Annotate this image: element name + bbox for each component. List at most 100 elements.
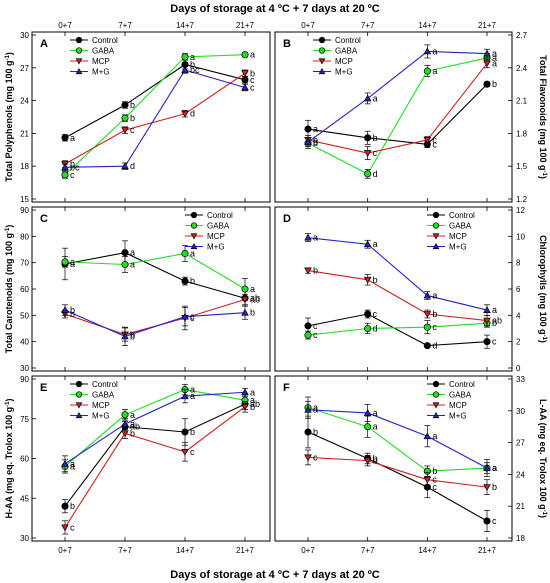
y-tick-label: 12 (516, 206, 525, 215)
significance-letter: c (492, 337, 497, 347)
y-tick-label: 21 (516, 502, 525, 511)
y-tick-label: 27 (516, 439, 525, 448)
legend-marker (190, 222, 198, 229)
series-gaba: cba a (61, 50, 255, 180)
panel-frame (274, 206, 513, 372)
significance-letter: c (190, 313, 195, 323)
data-point (181, 277, 189, 285)
legend-marker (432, 380, 440, 388)
series-gaba: c d c b (304, 318, 497, 340)
significance-letter: a (130, 248, 135, 258)
y-tick-label: 18 (20, 162, 29, 171)
legend-marker (75, 402, 83, 409)
series-line (307, 83, 488, 145)
significance-letter: c (432, 482, 437, 492)
x-tick-label: 21+7 (478, 546, 497, 555)
legend-label: M+G (335, 68, 353, 77)
x-tick-label: 7+7 (361, 21, 375, 30)
significance-letter: b (70, 305, 75, 315)
x-tick-label: 7+7 (118, 21, 132, 30)
data-point (304, 454, 312, 462)
legend-marker (432, 242, 440, 250)
significance-letter: a (373, 239, 378, 249)
data-point (304, 233, 312, 241)
significance-letter: d (190, 109, 195, 119)
data-point (61, 163, 69, 171)
data-point (363, 150, 372, 158)
significance-letter: b (313, 266, 318, 276)
data-point (304, 428, 312, 436)
significance-letter: c (432, 322, 437, 332)
data-point (364, 324, 372, 333)
y-axis-label: Chlorophylls (mg 100 g-1) (538, 235, 548, 343)
data-point (423, 476, 432, 484)
significance-letter: b (492, 318, 497, 328)
series-line (64, 72, 246, 165)
significance-letter: b (250, 68, 255, 78)
panel-letter: A (40, 38, 48, 50)
x-tick-label: 0+7 (58, 546, 72, 555)
data-point (423, 47, 432, 55)
y-tick-label: 90 (20, 375, 29, 384)
y-tick-label: 6 (516, 285, 521, 294)
y-tick-label: 4 (516, 311, 521, 320)
panel-letter: F (283, 382, 290, 394)
panel-frame (274, 31, 513, 203)
significance-letter: ab (130, 422, 140, 432)
series-line (64, 252, 246, 299)
y-tick-label: 27 (20, 64, 29, 73)
legend-label: GABA (92, 47, 115, 56)
x-tick-label: 14+7 (176, 546, 195, 555)
significance-letter: d (373, 324, 378, 334)
significance-letter: c (373, 148, 378, 158)
legend-label: GABA (207, 222, 230, 231)
data-point (483, 484, 491, 492)
series-line (307, 456, 488, 488)
x-tick-label: 14+7 (176, 21, 195, 30)
data-point (423, 67, 431, 75)
data-point (241, 388, 249, 396)
significance-letter: a (70, 133, 75, 143)
y-tick-label: 1.8 (516, 129, 528, 138)
legend-marker (318, 36, 326, 44)
significance-letter: b (130, 428, 135, 438)
y-tick-label: 21 (20, 129, 29, 138)
significance-letter: a (373, 422, 378, 432)
significance-letter: a (492, 305, 497, 315)
series-gaba: aab a (304, 396, 497, 477)
y-axis-label: Total Polyphenols (mg 100 g-1) (4, 52, 14, 182)
legend-label: Control (92, 36, 118, 45)
y-tick-label: 90 (20, 206, 29, 215)
y-tick-label: 80 (20, 232, 29, 241)
significance-letter: c (313, 330, 318, 340)
significance-letter: b (373, 275, 378, 285)
data-point (241, 76, 249, 84)
legend-label: Control (207, 211, 233, 220)
significance-letter: b (190, 276, 195, 286)
y-tick-label: 15 (20, 195, 29, 204)
data-point (364, 170, 372, 178)
y-tick-label: 30 (20, 364, 29, 373)
significance-letter: a (492, 463, 497, 473)
data-point (241, 296, 249, 304)
data-point (121, 260, 129, 269)
panel-c: C 30 40 50 60 70 80 90 Total Carotenoids (mg 100… (4, 206, 271, 373)
legend-marker (190, 211, 198, 219)
y-tick-label: 24 (20, 97, 29, 106)
legend-label: MCP (92, 401, 110, 410)
data-point (61, 459, 69, 467)
significance-letter: b (70, 309, 75, 319)
y-tick-label: 50 (20, 311, 29, 320)
series-m-g: baa a (304, 44, 497, 147)
legend-label: M+G (449, 243, 467, 252)
